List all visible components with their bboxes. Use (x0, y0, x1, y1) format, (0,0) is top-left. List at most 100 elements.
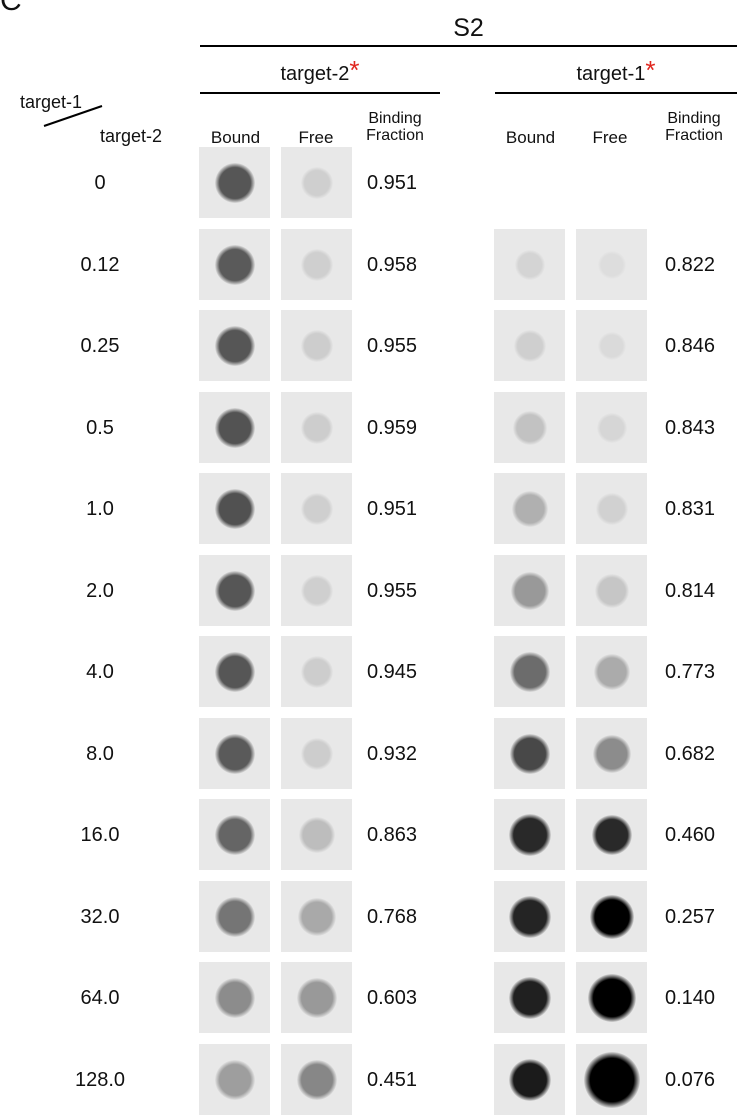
col-header-free: Free (592, 128, 628, 147)
target-2-bound-spot (214, 1059, 255, 1100)
target-1-free-spot (597, 250, 626, 279)
target-2-bound-spot-box (199, 147, 270, 218)
target-1-free-spot-box (576, 962, 647, 1033)
target-2-free-spot (300, 737, 333, 770)
diagonal-divider (43, 105, 103, 127)
target-2-free-spot (298, 816, 335, 853)
target-2-bound-spot (214, 896, 255, 937)
row-ratio-label: 8.0 (86, 743, 114, 765)
target-1-free-spot-box (576, 718, 647, 789)
target-2-free-spot (300, 655, 333, 688)
target-1-bound-spot (512, 410, 547, 445)
target-1-bound-spot (510, 571, 549, 610)
target-1-bound-spot-box (494, 310, 565, 381)
target-2-binding-fraction: 0.932 (367, 743, 418, 765)
target-1-free-spot (595, 492, 628, 525)
target-1-bound-spot (508, 813, 551, 856)
target-1-free-spot-box (576, 473, 647, 544)
asterisk-marker: * (349, 55, 360, 85)
target-2-bound-spot (214, 325, 255, 366)
target-2-binding-fraction: 0.955 (367, 335, 418, 357)
target-1-binding-fraction: 0.773 (665, 661, 716, 683)
target-1-free-spot (593, 653, 630, 690)
target-2-bound-spot-box (199, 799, 270, 870)
col-header-fraction-line1: Binding (667, 110, 721, 127)
figure-title: S2 (453, 14, 484, 42)
target-2-bound-spot-box (199, 555, 270, 626)
target-2-free-spot-box (281, 392, 352, 463)
asterisk-marker: * (645, 55, 656, 85)
target-1-binding-fraction: 0.831 (665, 498, 716, 520)
target-2-free-spot-box (281, 718, 352, 789)
row-ratio-label: 0.25 (80, 335, 120, 357)
target-2-free-spot (300, 248, 333, 281)
target-1-free-spot-box (576, 636, 647, 707)
target-1-bound-spot (514, 249, 545, 280)
target-2-free-spot (300, 411, 333, 444)
target-2-bound-spot (214, 488, 255, 529)
target-2-binding-fraction: 0.451 (367, 1069, 418, 1091)
target-1-bound-spot-box (494, 636, 565, 707)
row-ratio-label: 2.0 (86, 580, 114, 602)
target-2-bound-spot (214, 244, 255, 285)
target-1-free-spot (587, 973, 636, 1022)
target-1-bound-spot (513, 329, 546, 362)
target-2-free-spot (300, 329, 333, 362)
target-2-bound-spot (214, 162, 255, 203)
target-1-free-spot (583, 1051, 640, 1108)
row-ratio-label: 4.0 (86, 661, 114, 683)
target-2-bound-spot-box (199, 473, 270, 544)
col-header-bound: Bound (210, 128, 261, 147)
col-header-free: Free (298, 128, 334, 147)
target-2-bound-spot (214, 407, 255, 448)
target-2-binding-fraction: 0.955 (367, 580, 418, 602)
target-1-bound-spot-box (494, 392, 565, 463)
target-2-free-spot (300, 492, 333, 525)
target-2-binding-fraction: 0.863 (367, 824, 418, 846)
target-2-binding-fraction: 0.958 (367, 254, 418, 276)
target-2-free-spot (296, 1059, 337, 1100)
target-2-bound-spot (214, 651, 255, 692)
target-1-binding-fraction: 0.257 (665, 906, 716, 928)
target-2-free-spot (297, 897, 336, 936)
row-ratio-label: 128.0 (74, 1069, 126, 1091)
row-ratio-label: 0.5 (86, 417, 114, 439)
target-1-bound-spot-box (494, 555, 565, 626)
group-label-text: target-2 (280, 63, 350, 85)
target-2-free-spot-box (281, 799, 352, 870)
row-ratio-label: 64.0 (80, 987, 120, 1009)
target-2-binding-fraction: 0.603 (367, 987, 418, 1009)
target-2-bound-spot-box (199, 392, 270, 463)
target-2-bound-spot-box (199, 881, 270, 952)
target-1-bound-spot (508, 895, 551, 938)
target-2-binding-fraction: 0.768 (367, 906, 418, 928)
target-2-free-spot-box (281, 636, 352, 707)
target-2-bound-spot-box (199, 229, 270, 300)
target-2-bound-spot-box (199, 1044, 270, 1115)
target-2-binding-fraction: 0.951 (367, 498, 418, 520)
col-header-fraction-line2: Fraction (366, 127, 424, 144)
group-label-target-2: target-2* (200, 57, 440, 86)
target-1-binding-fraction: 0.460 (665, 824, 716, 846)
group-underline-target-2 (200, 92, 440, 94)
target-1-free-spot (594, 573, 629, 608)
target-1-free-spot (596, 412, 627, 443)
target-1-bound-spot-box (494, 718, 565, 789)
target-1-free-spot-box (576, 392, 647, 463)
target-1-free-spot (589, 894, 634, 939)
target-1-free-spot-box (576, 229, 647, 300)
col-header-bound: Bound (505, 128, 556, 147)
target-1-bound-spot (509, 733, 550, 774)
target-2-free-spot-box (281, 229, 352, 300)
panel-letter: C (0, 0, 22, 17)
row-ratio-label: 1.0 (86, 498, 114, 520)
target-2-bound-spot (214, 977, 255, 1018)
group-label-text: target-1 (576, 63, 646, 85)
target-2-binding-fraction: 0.945 (367, 661, 418, 683)
target-1-free-spot-box (576, 1044, 647, 1115)
target-1-free-spot-box (576, 799, 647, 870)
target-1-binding-fraction: 0.843 (665, 417, 716, 439)
target-1-bound-spot (508, 1058, 551, 1101)
target-2-binding-fraction: 0.951 (367, 172, 418, 194)
target-1-bound-spot-box (494, 799, 565, 870)
